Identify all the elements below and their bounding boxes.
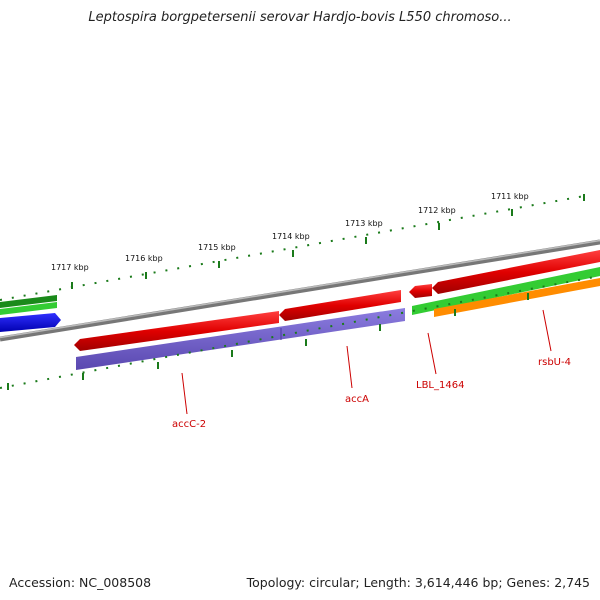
topology-label: Topology: circular; Length: 3,614,446 bp… — [246, 575, 590, 590]
backbone-arc — [0, 239, 600, 342]
backbone-highlight — [0, 239, 600, 339]
gene-label-LBL_1464: LBL_1464 — [416, 380, 464, 391]
gene-LBL_1464-cds — [409, 284, 432, 298]
label-leaders — [181, 309, 552, 415]
ruler-label: 1711 kbp — [491, 192, 529, 201]
ruler-label: 1714 kbp — [272, 232, 310, 241]
outer-tick-ruler — [0, 194, 591, 301]
map-title: Leptospira borgpetersenii serovar Hardjo… — [88, 10, 512, 25]
gene-block-purple — [76, 308, 405, 370]
inner-tick-ruler — [0, 275, 600, 390]
ruler-label: 1717 kbp — [51, 263, 89, 272]
gene-track-right — [412, 267, 600, 317]
ruler-labels: 1717 kbp 1716 kbp 1715 kbp 1714 kbp 1713… — [51, 192, 529, 272]
leader-accA — [346, 345, 353, 389]
gene-labels: accC-2 accA LBL_1464 rsbU-4 — [172, 357, 571, 430]
ruler-label: 1715 kbp — [198, 243, 236, 252]
leader-accC-2 — [181, 372, 188, 415]
gene-block-green — [412, 267, 600, 315]
forward-cds-track — [74, 250, 600, 351]
accession-label: Accession: NC_008508 — [9, 575, 152, 590]
ruler-label: 1713 kbp — [345, 219, 383, 228]
ruler-label: 1712 kbp — [418, 206, 456, 215]
leader-LBL_1464 — [427, 332, 437, 375]
feature-blue-reverse — [0, 313, 61, 332]
gene-accC-2-cds — [74, 311, 279, 351]
feature-green — [0, 302, 57, 315]
gene-label-rsbU-4: rsbU-4 — [538, 357, 571, 368]
gene-track-purple — [76, 308, 405, 370]
gene-accA-cds — [279, 290, 401, 321]
left-edge-features — [0, 295, 61, 332]
gene-label-accA: accA — [345, 394, 369, 405]
feature-dark-green — [0, 295, 57, 308]
outer-minor-ticks — [0, 194, 591, 301]
gene-rsbU-4-cds — [432, 250, 600, 294]
gene-label-accC-2: accC-2 — [172, 419, 206, 430]
gene-block-orange — [434, 278, 600, 317]
ruler-label: 1716 kbp — [125, 254, 163, 263]
leader-rsbU-4 — [542, 309, 552, 352]
